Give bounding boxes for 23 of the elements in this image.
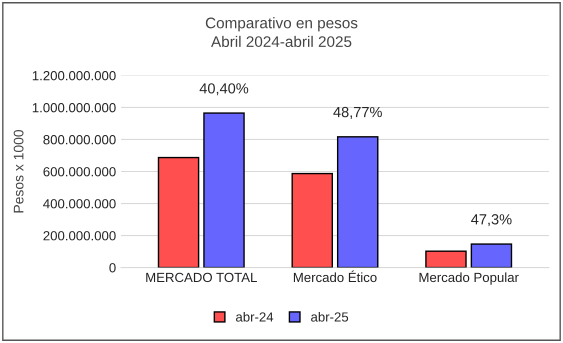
annotation: 47,3% (471, 214, 512, 226)
bar (203, 112, 245, 268)
x-tick-label: MERCADO TOTAL (146, 272, 257, 282)
annotation: 40,40% (200, 83, 248, 96)
y-tick-label: 1.200.000.000 (32, 71, 116, 80)
bar (292, 172, 334, 268)
annotation: 48,77% (333, 106, 382, 119)
y-tick-label: 200.000.000 (43, 231, 116, 240)
bar (158, 156, 200, 268)
y-tick-label: 1.000.000.000 (32, 103, 116, 112)
y-axis-title: Pesos x 1000 (14, 130, 24, 212)
y-tick-label: 400.000.000 (43, 199, 116, 208)
y-tick-label: 600.000.000 (43, 167, 116, 176)
x-tick-label: Mercado Popular (420, 272, 519, 285)
y-tick-label: 0 (109, 263, 116, 272)
x-tick-label: Mercado Ético (294, 270, 377, 282)
y-tick-label: 800.000.000 (43, 135, 116, 144)
legend-label: abr-25 (311, 312, 348, 322)
chart-title: Comparativo en pesos Abril 2024-abril 2025 (206, 17, 358, 48)
bar (425, 250, 467, 268)
legend-label: abr-24 (236, 312, 274, 322)
bar (470, 243, 512, 268)
bar (336, 136, 378, 268)
